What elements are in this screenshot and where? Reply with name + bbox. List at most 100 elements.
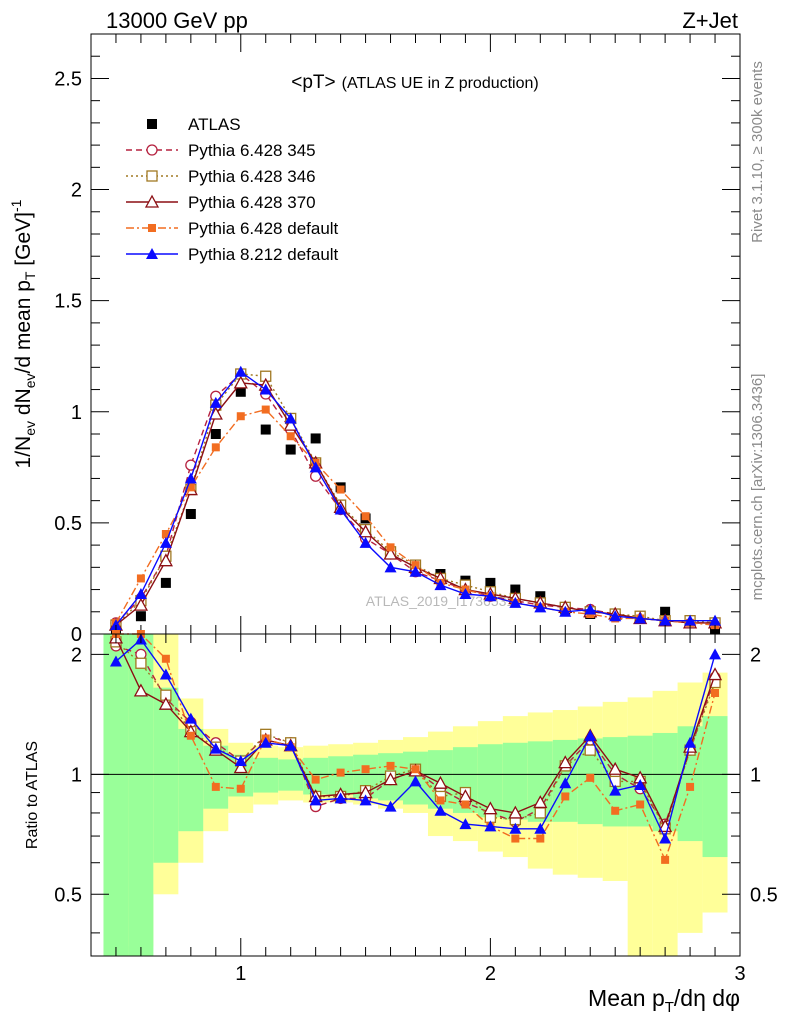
ratio-data-point	[483, 801, 498, 815]
uncertainty-band-green	[128, 634, 154, 956]
ratio-data-point	[609, 784, 622, 796]
main-data-point	[383, 546, 398, 560]
main-data-point	[161, 530, 170, 538]
plot-title-sub: (ATLAS UE in Z production)	[342, 75, 539, 92]
main-data-point	[358, 524, 373, 538]
x-tick-label: 3	[734, 963, 745, 985]
main-y-tick-label: 2	[71, 180, 82, 202]
main-data-point	[584, 603, 597, 615]
legend-marker	[148, 224, 156, 232]
main-series-line	[115, 373, 716, 626]
ratio-data-point	[236, 784, 245, 793]
main-data-point	[261, 405, 270, 414]
x-tick-label: 1	[235, 963, 246, 985]
main-data-point	[334, 503, 347, 515]
main-data-point	[134, 588, 147, 599]
main-data-point	[434, 579, 447, 591]
main-data-point	[235, 386, 246, 397]
ratio-data-point	[311, 775, 320, 784]
main-series-5	[109, 365, 722, 631]
ratio-data-point	[109, 655, 122, 667]
ratio-data-point	[484, 820, 497, 832]
ratio-data-point	[707, 667, 723, 681]
main-data-point	[259, 383, 272, 395]
ratio-data-point	[234, 755, 247, 767]
main-data-point	[185, 509, 196, 519]
ratio-data-point	[684, 736, 697, 748]
main-y-tick-label: 1	[71, 402, 82, 424]
main-series-2	[110, 368, 721, 631]
legend-label: Pythia 6.428 370	[188, 193, 316, 212]
ratio-data-point	[135, 657, 147, 669]
main-data-point	[109, 619, 122, 631]
main-y-axis-label: 1/Nev dNev/d mean pT [GeV]-1	[8, 199, 38, 468]
rivet-version-label: Rivet 3.1.10, ≥ 300k events	[749, 61, 766, 243]
main-y-tick-label: 2.5	[54, 68, 82, 90]
ratio-data-point	[584, 729, 597, 741]
ratio-data-point	[409, 775, 422, 787]
main-data-point	[233, 375, 248, 389]
ratio-y-tick-label-right: 2	[750, 644, 761, 666]
main-data-point	[260, 424, 271, 435]
ratio-data-point	[661, 855, 670, 864]
main-data-point	[359, 536, 372, 548]
legend-label: Pythia 6.428 346	[188, 167, 316, 186]
main-data-point	[510, 584, 521, 595]
uncertainty-band-green	[702, 716, 728, 858]
main-data-point	[186, 483, 195, 492]
main-data-point	[534, 601, 547, 613]
ratio-data-point	[383, 772, 398, 786]
main-data-point	[210, 429, 221, 439]
plot-title: <pT> (ATLAS UE in Z production)	[291, 72, 538, 93]
main-data-point	[411, 561, 420, 570]
ratio-y-tick-label-right: 0.5	[750, 884, 778, 906]
main-data-point	[284, 412, 297, 424]
main-series-line	[115, 382, 715, 626]
ratio-data-point	[536, 834, 545, 843]
ratio-data-point	[186, 731, 195, 740]
main-y-tick-label: 0	[71, 624, 82, 646]
ratio-data-point	[259, 736, 272, 748]
ratio-data-point	[461, 800, 470, 809]
ratio-y-tick-label: 2	[71, 644, 82, 666]
ratio-y-tick-label-right: 1	[750, 764, 761, 786]
ratio-data-point	[459, 818, 472, 830]
legend-marker	[147, 119, 157, 129]
main-data-point	[159, 536, 172, 548]
ratio-plot-panel: 0.5 0.5 1 1 2 2 1 2 3 Ratio to ATLAS Mean pT/dη …	[24, 630, 778, 1016]
ratio-data-point	[233, 760, 248, 774]
main-data-point	[285, 444, 296, 455]
ratio-data-point	[384, 800, 397, 812]
ratio-data-point	[534, 807, 546, 819]
main-data-point	[386, 543, 395, 552]
ratio-data-point	[133, 683, 149, 697]
main-data-point	[660, 606, 671, 617]
header-process-label: Z+Jet	[682, 8, 738, 33]
ratio-data-point	[284, 739, 297, 751]
ratio-data-point	[184, 712, 197, 724]
ratio-data-point	[534, 822, 547, 834]
main-data-point	[484, 590, 497, 602]
main-data-point	[634, 612, 647, 624]
ratio-data-point	[584, 744, 596, 756]
ratio-data-point	[559, 777, 572, 789]
ratio-data-point	[209, 742, 222, 754]
x-axis-label: Mean pT/dη dφ	[588, 985, 740, 1016]
uncertainty-band-green	[103, 634, 129, 956]
ratio-series-4	[109, 633, 722, 844]
legend-label: Pythia 8.212 default	[188, 245, 339, 264]
legend-marker	[146, 144, 158, 156]
legend-marker	[146, 170, 158, 182]
main-data-point	[286, 432, 295, 441]
ratio-data-point	[361, 765, 370, 774]
ratio-data-point	[386, 761, 395, 770]
ratio-data-point	[686, 782, 695, 791]
main-data-point	[659, 614, 672, 626]
ratio-data-point	[411, 765, 420, 774]
main-data-point	[184, 472, 197, 484]
ratio-y-tick-label: 1	[71, 764, 82, 786]
main-data-point	[158, 553, 173, 567]
ratio-data-point	[508, 805, 523, 819]
ratio-data-point	[334, 792, 347, 804]
